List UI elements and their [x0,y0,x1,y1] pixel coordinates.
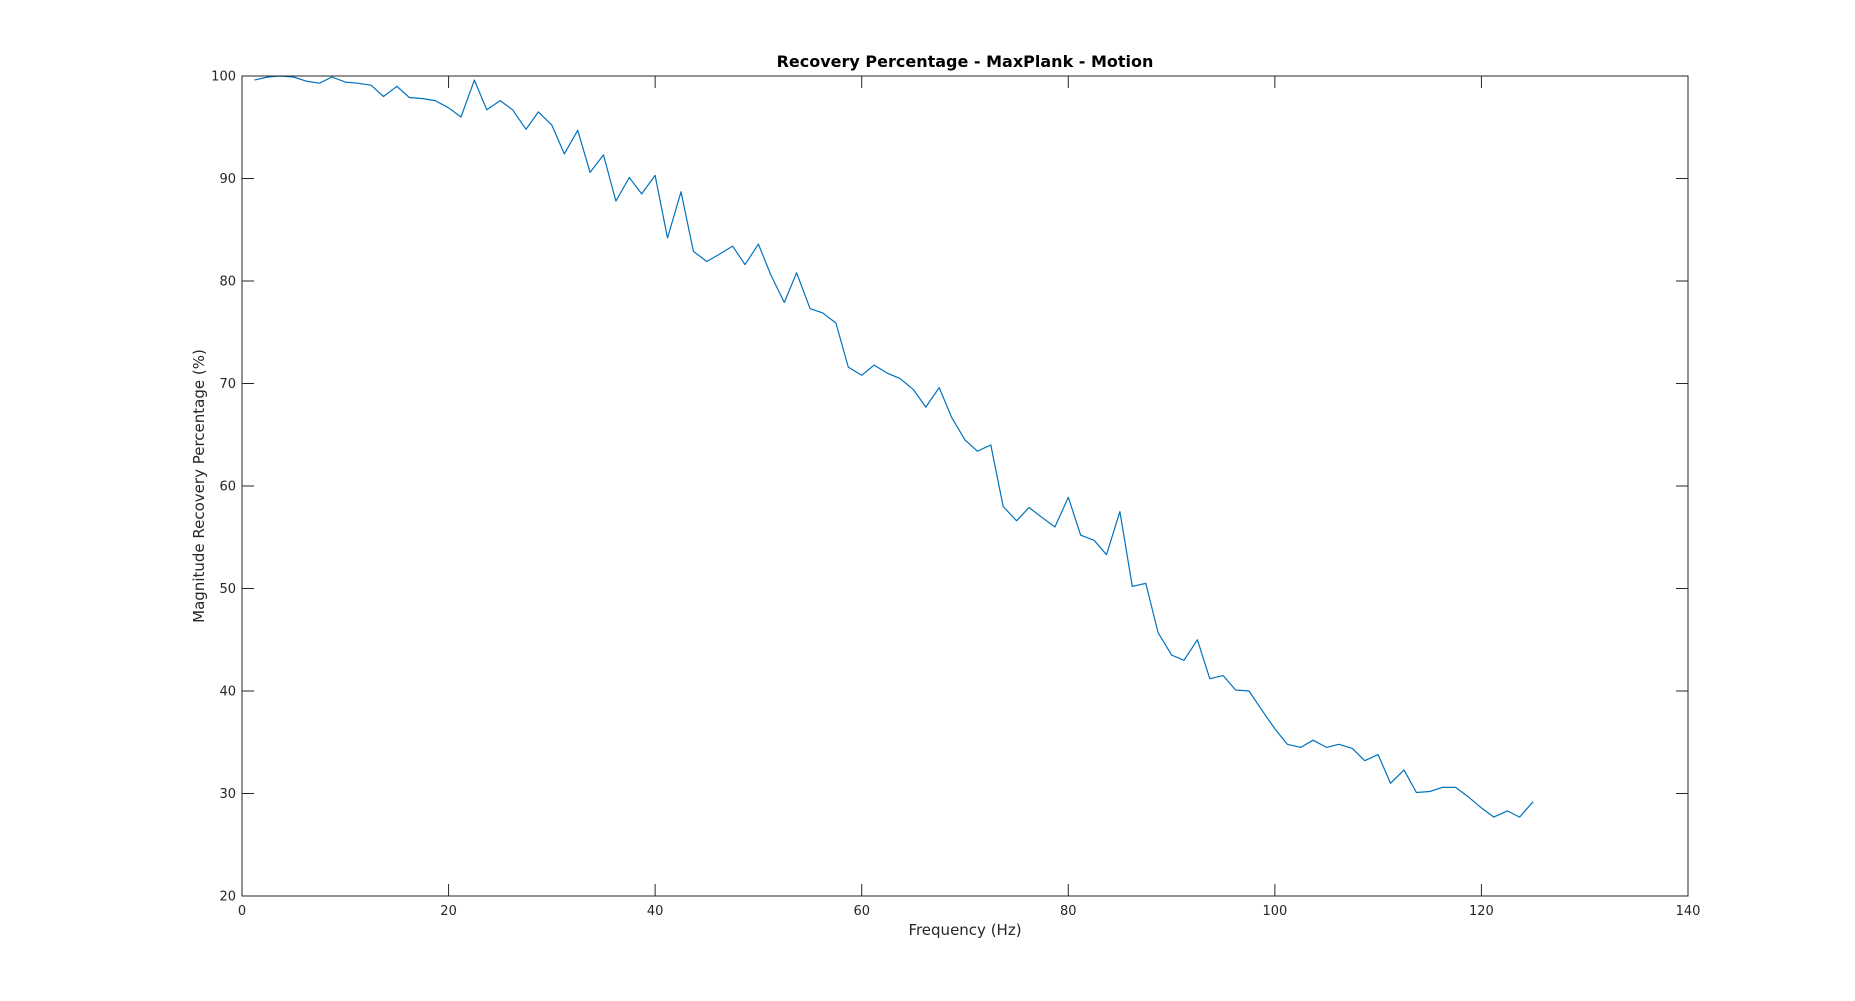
y-tick-label: 30 [219,787,236,802]
x-tick-label: 60 [853,904,870,919]
y-tick-label: 50 [219,582,236,597]
chart-title: Recovery Percentage - MaxPlank - Motion [777,52,1154,71]
y-tick-label: 70 [219,377,236,392]
plot-area [242,76,1688,896]
y-tick-label: 80 [219,275,236,290]
x-tick-label: 0 [238,904,246,919]
x-tick-label: 100 [1262,904,1287,919]
x-tick-label: 20 [440,904,457,919]
x-tick-label: 80 [1060,904,1077,919]
x-tick-label: 40 [647,904,664,919]
y-tick-label: 20 [219,890,236,905]
x-axis-label: Frequency (Hz) [908,921,1021,939]
y-axis-label: Magnitude Recovery Percentage (%) [190,349,208,623]
y-tick-label: 100 [211,70,236,85]
y-tick-label: 40 [219,685,236,700]
y-tick-label: 90 [219,172,236,187]
series-line [254,75,1534,818]
x-tick-label: 120 [1469,904,1494,919]
x-tick-label: 140 [1676,904,1701,919]
axes-box [241,75,1689,897]
y-tick-label: 60 [219,480,236,495]
